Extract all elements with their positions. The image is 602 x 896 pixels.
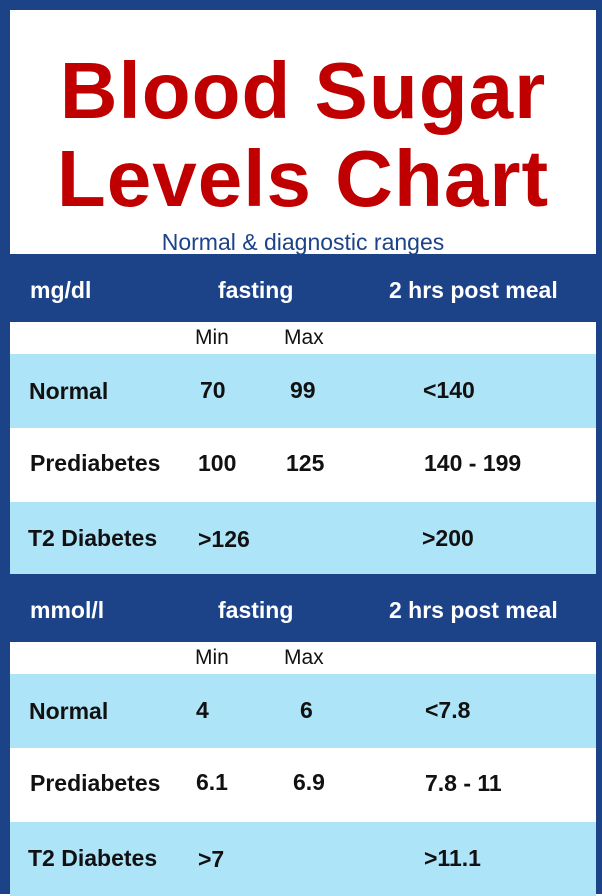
table-row: Normal 4 6 <7.8 [10, 674, 596, 748]
max-value: 99 [290, 377, 316, 403]
unit-label: mmol/l [30, 597, 105, 623]
min-value: 70 [200, 377, 226, 403]
unit-label: mg/dl [30, 277, 92, 303]
section-header-mmol: mmol/l fasting 2 hrs post meal [0, 574, 602, 642]
post-meal-label: 2 hrs post meal [389, 597, 558, 623]
min-value: 6.1 [196, 769, 228, 795]
post-value: <7.8 [425, 697, 471, 723]
subtitle: Normal & diagnostic ranges [161, 229, 445, 255]
category-label: T2 Diabetes [28, 525, 158, 551]
min-value: >126 [198, 526, 250, 552]
min-max-row: Min Max [10, 322, 596, 354]
min-value: 100 [198, 450, 237, 476]
post-meal-label: 2 hrs post meal [389, 277, 558, 303]
fasting-label: fasting [218, 597, 294, 623]
table-row: Normal 70 99 <140 [10, 354, 596, 428]
min-value: >7 [198, 846, 225, 872]
max-label: Max [284, 326, 324, 349]
min-label: Min [195, 646, 229, 669]
max-label: Max [284, 646, 324, 669]
category-label: Normal [29, 378, 109, 404]
post-value: >11.1 [424, 845, 481, 871]
category-label: Normal [29, 698, 109, 724]
table-row: Prediabetes 6.1 6.9 7.8 - 11 [10, 748, 596, 822]
post-value: <140 [423, 377, 475, 403]
title-panel: Blood Sugar Levels Chart Normal & diagno… [10, 10, 596, 255]
post-value: 7.8 - 11 [425, 770, 502, 796]
min-max-row: Min Max [10, 642, 596, 674]
category-label: T2 Diabetes [28, 845, 158, 871]
title-line-1: Blood Sugar [59, 46, 547, 135]
title-line-2: Levels Chart [56, 134, 550, 223]
category-label: Prediabetes [30, 450, 161, 476]
max-value: 6 [300, 697, 313, 723]
post-value: 140 - 199 [424, 450, 522, 476]
max-value: 125 [286, 450, 325, 476]
table-row: T2 Diabetes >126 >200 [10, 502, 596, 576]
section-header-mgdl: mg/dl fasting 2 hrs post meal [0, 254, 602, 322]
table-row: T2 Diabetes >7 >11.1 [10, 822, 596, 896]
table-row: Prediabetes 100 125 140 - 199 [10, 428, 596, 502]
post-value: >200 [422, 525, 474, 551]
category-label: Prediabetes [30, 770, 161, 796]
min-value: 4 [196, 697, 209, 723]
max-value: 6.9 [293, 769, 325, 795]
fasting-label: fasting [218, 277, 294, 303]
min-label: Min [195, 326, 229, 349]
